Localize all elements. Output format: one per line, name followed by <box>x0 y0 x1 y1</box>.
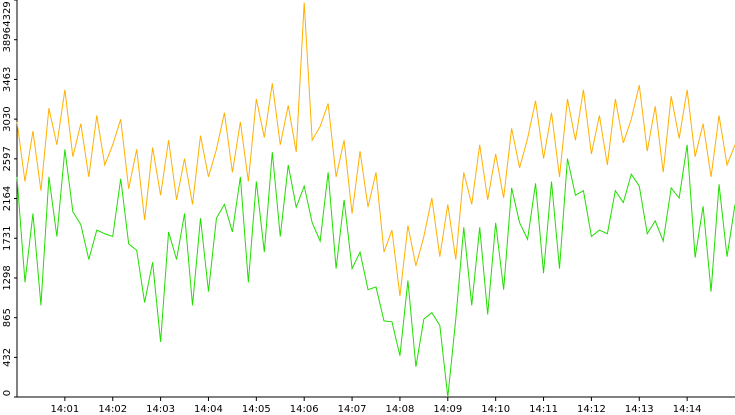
y-tick-label: 1298 <box>2 265 13 290</box>
y-tick-label: 3463 <box>2 67 13 92</box>
y-tick-label: 4329 <box>2 1 13 26</box>
y-tick-label: 865 <box>2 308 13 327</box>
x-tick-label: 14:06 <box>290 404 319 415</box>
x-tick-label: 14:01 <box>50 404 79 415</box>
x-tick-label: 14:02 <box>98 404 127 415</box>
y-tick-label: 1731 <box>2 226 13 251</box>
x-tick-label: 14:09 <box>433 404 462 415</box>
x-tick-label: 14:08 <box>386 404 415 415</box>
x-tick-label: 14:11 <box>529 404 558 415</box>
y-tick-label: 3896 <box>2 27 13 52</box>
x-tick-label: 14:10 <box>481 404 510 415</box>
y-tick-label: 0 <box>2 390 13 396</box>
series-line <box>16 2 735 297</box>
series-line <box>16 144 735 398</box>
x-tick-label: 14:14 <box>673 404 702 415</box>
x-tick-label: 14:04 <box>194 404 223 415</box>
x-tick-label: 14:03 <box>146 404 175 415</box>
y-tick-label: 432 <box>2 348 13 367</box>
x-tick-label: 14:12 <box>577 404 606 415</box>
y-tick-label: 2597 <box>2 146 13 171</box>
x-tick-label: 14:13 <box>625 404 654 415</box>
y-tick-label: 3030 <box>2 106 13 131</box>
y-tick-label: 2164 <box>2 186 13 211</box>
x-tick-label: 14:05 <box>242 404 271 415</box>
x-tick-label: 14:07 <box>338 404 367 415</box>
